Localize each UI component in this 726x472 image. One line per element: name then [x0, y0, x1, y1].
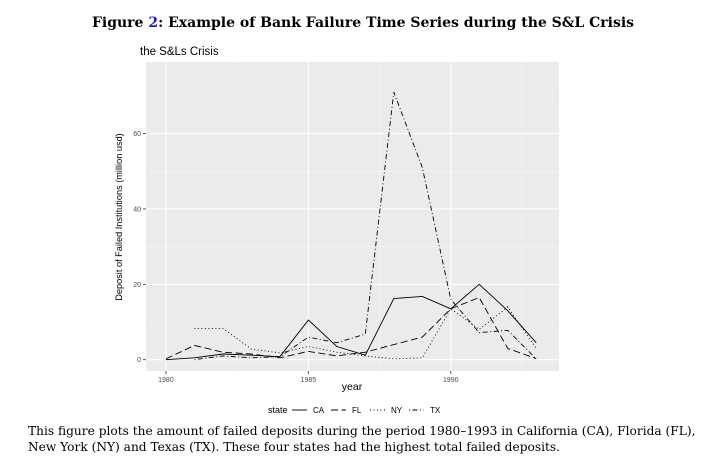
x-tick-label: 1980 [158, 377, 174, 384]
figure-number[interactable]: 2 [148, 15, 159, 31]
plot-panel [146, 62, 559, 371]
plot-title: the S&Ls Crisis [140, 46, 219, 58]
legend-label-fl: FL [352, 406, 362, 415]
grid-major [146, 62, 559, 371]
x-tick-label: 1990 [443, 377, 459, 384]
grid-minor [146, 62, 559, 371]
series-layer [165, 91, 537, 361]
legend-label-ny: NY [391, 406, 403, 415]
x-axis-label: year [342, 381, 363, 393]
y-tick-label: 0 [137, 357, 141, 364]
figure-caption: This figure plots the amount of failed d… [28, 424, 696, 454]
y-tick-label: 20 [133, 282, 141, 289]
figure-title: Figure 2: Example of Bank Failure Time S… [0, 15, 726, 31]
figure-title-text: : Example of Bank Failure Time Series du… [158, 15, 635, 31]
legend-label-ca: CA [313, 406, 325, 415]
y-axis-label: Deposit of Failed Institutions (million … [114, 133, 124, 301]
legend: state CA FL NY TX [268, 405, 441, 415]
x-tick-label: 1985 [301, 377, 317, 384]
series-line-tx [194, 91, 537, 361]
legend-label-tx: TX [430, 406, 441, 415]
figure-label: Figure [91, 15, 144, 31]
series-line-ca [165, 283, 537, 361]
y-tick-label: 40 [133, 206, 141, 213]
legend-title: state [268, 405, 288, 415]
series-line-ny [194, 306, 537, 360]
y-tick-label: 60 [133, 131, 141, 138]
axes-layer: 1980 1985 1990 0 20 40 60 [133, 131, 458, 384]
